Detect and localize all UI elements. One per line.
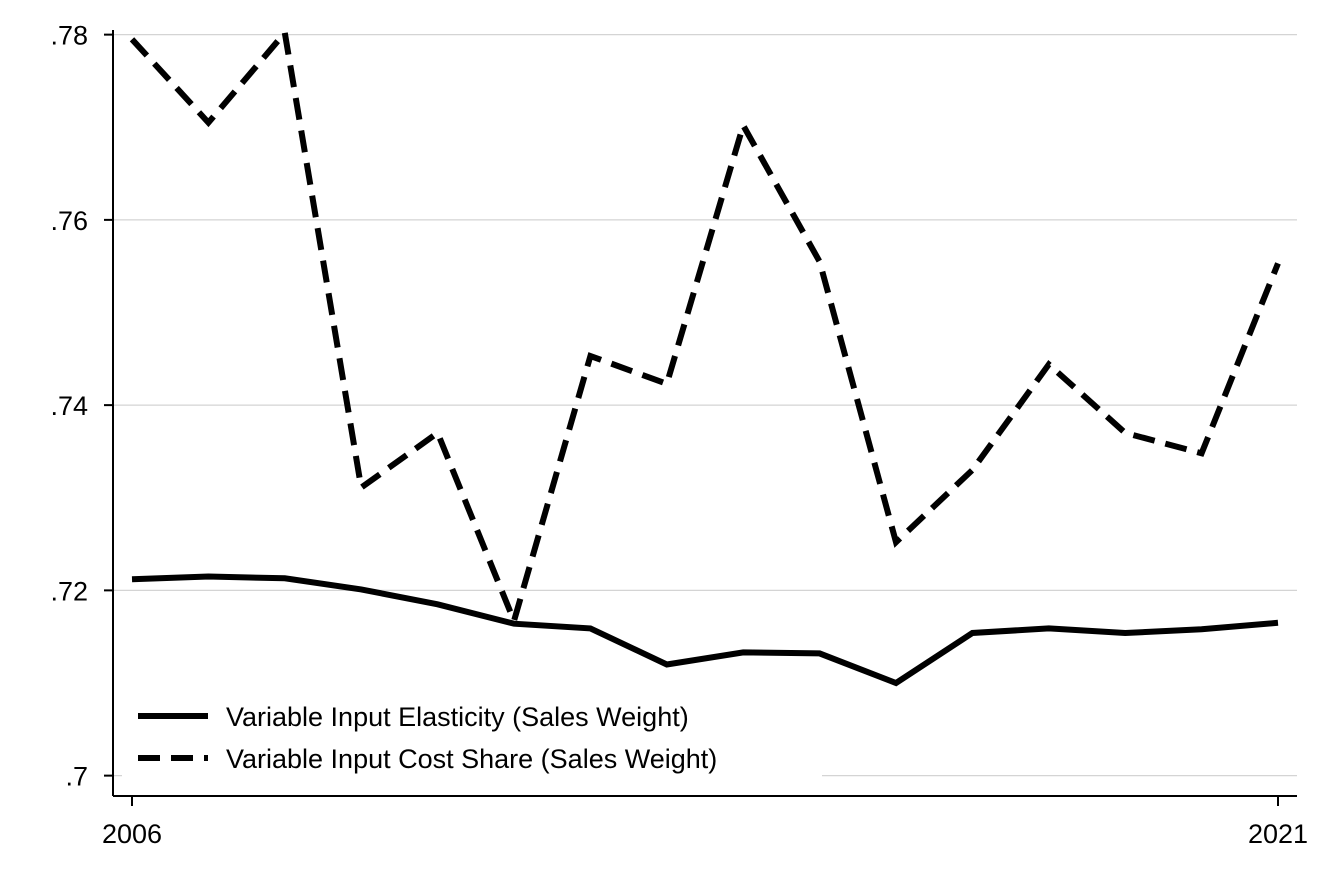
series-lines [129,25,1281,687]
y-tick-label: .78 [50,21,88,51]
legend-background [122,688,822,784]
legend: Variable Input Elasticity (Sales Weight)… [122,688,822,784]
y-tick-label: .7 [65,762,88,792]
y-tick-label: .76 [50,206,88,236]
series-line-cost-share [129,25,1281,631]
series-line-elasticity [131,573,1279,687]
legend-label-cost-share: Variable Input Cost Share (Sales Weight) [226,744,717,774]
legend-label-elasticity: Variable Input Elasticity (Sales Weight) [226,702,689,732]
y-tick-label: .74 [50,391,88,421]
x-axis-ticks: 2006 2021 [102,796,1308,849]
y-axis-ticks: .7 .72 .74 .76 .78 [50,21,113,792]
gridlines [113,34,1297,777]
x-tick-label: 2006 [102,819,162,849]
x-tick-label: 2021 [1248,819,1308,849]
y-tick-label: .72 [50,576,88,606]
